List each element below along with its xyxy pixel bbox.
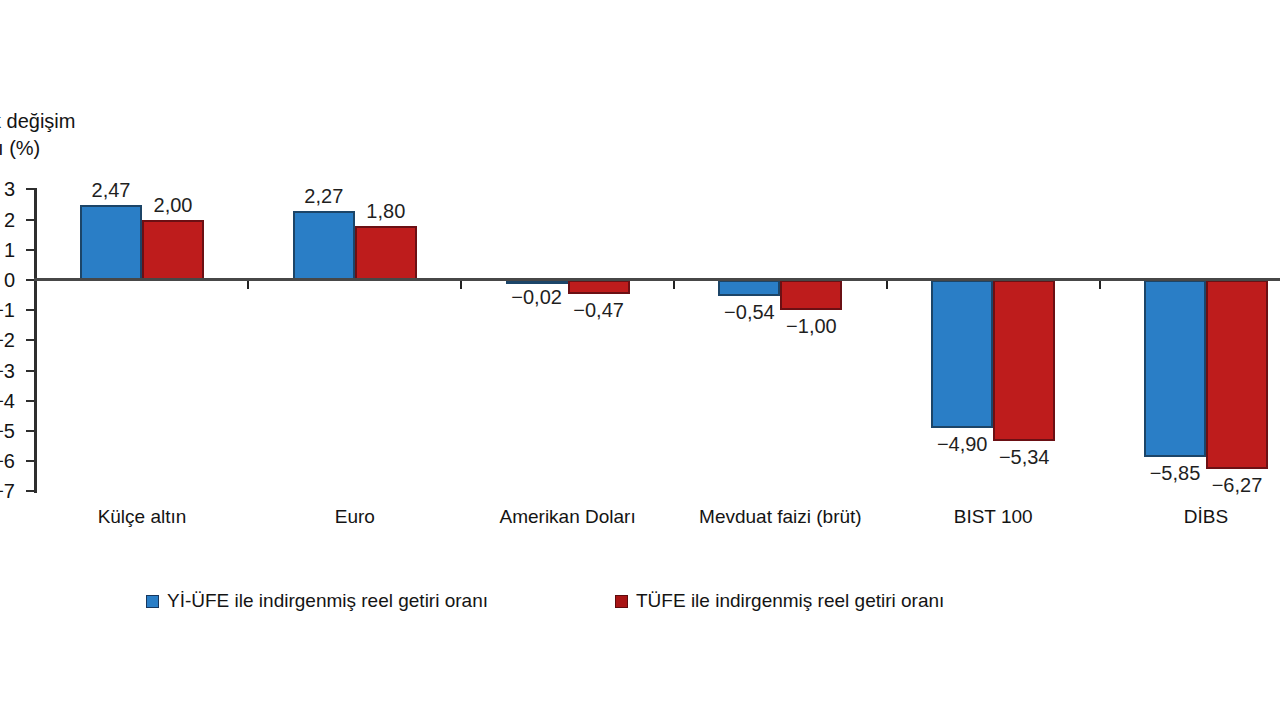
bar-yiufe xyxy=(718,280,780,296)
category-label: Euro xyxy=(245,506,465,528)
y-tick-label: −4 xyxy=(0,391,15,411)
category-label: BIST 100 xyxy=(883,506,1103,528)
category-label: Mevduat faizi (brüt) xyxy=(670,506,890,528)
bar-tufe xyxy=(355,226,417,280)
legend-item-tufe: TÜFE ile indirgenmiş reel getiri oranı xyxy=(615,590,944,612)
category-label: DİBS xyxy=(1096,506,1280,528)
category-label: Külçe altın xyxy=(32,506,252,528)
x-boundary-tick xyxy=(673,281,675,289)
y-tick-label: −6 xyxy=(0,451,15,471)
legend-swatch-red xyxy=(615,595,628,608)
y-tick-label: 3 xyxy=(0,179,15,199)
y-tick-label: 1 xyxy=(0,240,15,260)
y-tick-label: −1 xyxy=(0,300,15,320)
legend-item-yiufe: Yİ-ÜFE ile indirgenmiş reel getiri oranı xyxy=(146,590,488,612)
bar-tufe xyxy=(993,280,1055,441)
bar-value-label: 2,00 xyxy=(128,194,218,217)
y-axis-title: Aylık değişim oranı (%) xyxy=(0,108,75,162)
legend-label-tufe: TÜFE ile indirgenmiş reel getiri oranı xyxy=(636,590,944,612)
legend-swatch-blue xyxy=(146,595,159,608)
legend-label-yiufe: Yİ-ÜFE ile indirgenmiş reel getiri oranı xyxy=(167,590,488,612)
x-boundary-tick xyxy=(1099,281,1101,289)
bar-value-label: 1,80 xyxy=(341,200,431,223)
bar-yiufe xyxy=(931,280,993,428)
bar-value-label: −1,00 xyxy=(766,315,856,338)
bar-tufe xyxy=(142,220,204,280)
x-boundary-tick xyxy=(886,281,888,289)
y-tick-label: −3 xyxy=(0,361,15,381)
x-boundary-tick xyxy=(247,281,249,289)
chart-canvas: Aylık değişim oranı (%) 3 2 1 0 −1 −2 −3 −4 −5 −6… xyxy=(0,0,1280,720)
bar-yiufe xyxy=(1144,280,1206,457)
bar-value-label: −5,34 xyxy=(979,446,1069,469)
y-tick-label: −5 xyxy=(0,421,15,441)
y-tick-label: 2 xyxy=(0,210,15,230)
y-tick-label: −2 xyxy=(0,330,15,350)
x-boundary-tick xyxy=(460,281,462,289)
y-axis-title-line1: Aylık değişim xyxy=(0,108,75,135)
bar-tufe xyxy=(1206,280,1268,469)
y-tick-label: 0 xyxy=(0,270,15,290)
category-label: Amerikan Doları xyxy=(458,506,678,528)
bar-value-label: −6,27 xyxy=(1192,474,1280,497)
zero-baseline xyxy=(34,278,1280,281)
y-axis-title-line2: oranı (%) xyxy=(0,135,75,162)
y-axis-line xyxy=(34,188,37,493)
y-tick-label: −7 xyxy=(0,481,15,501)
bar-value-label: −0,47 xyxy=(554,299,644,322)
